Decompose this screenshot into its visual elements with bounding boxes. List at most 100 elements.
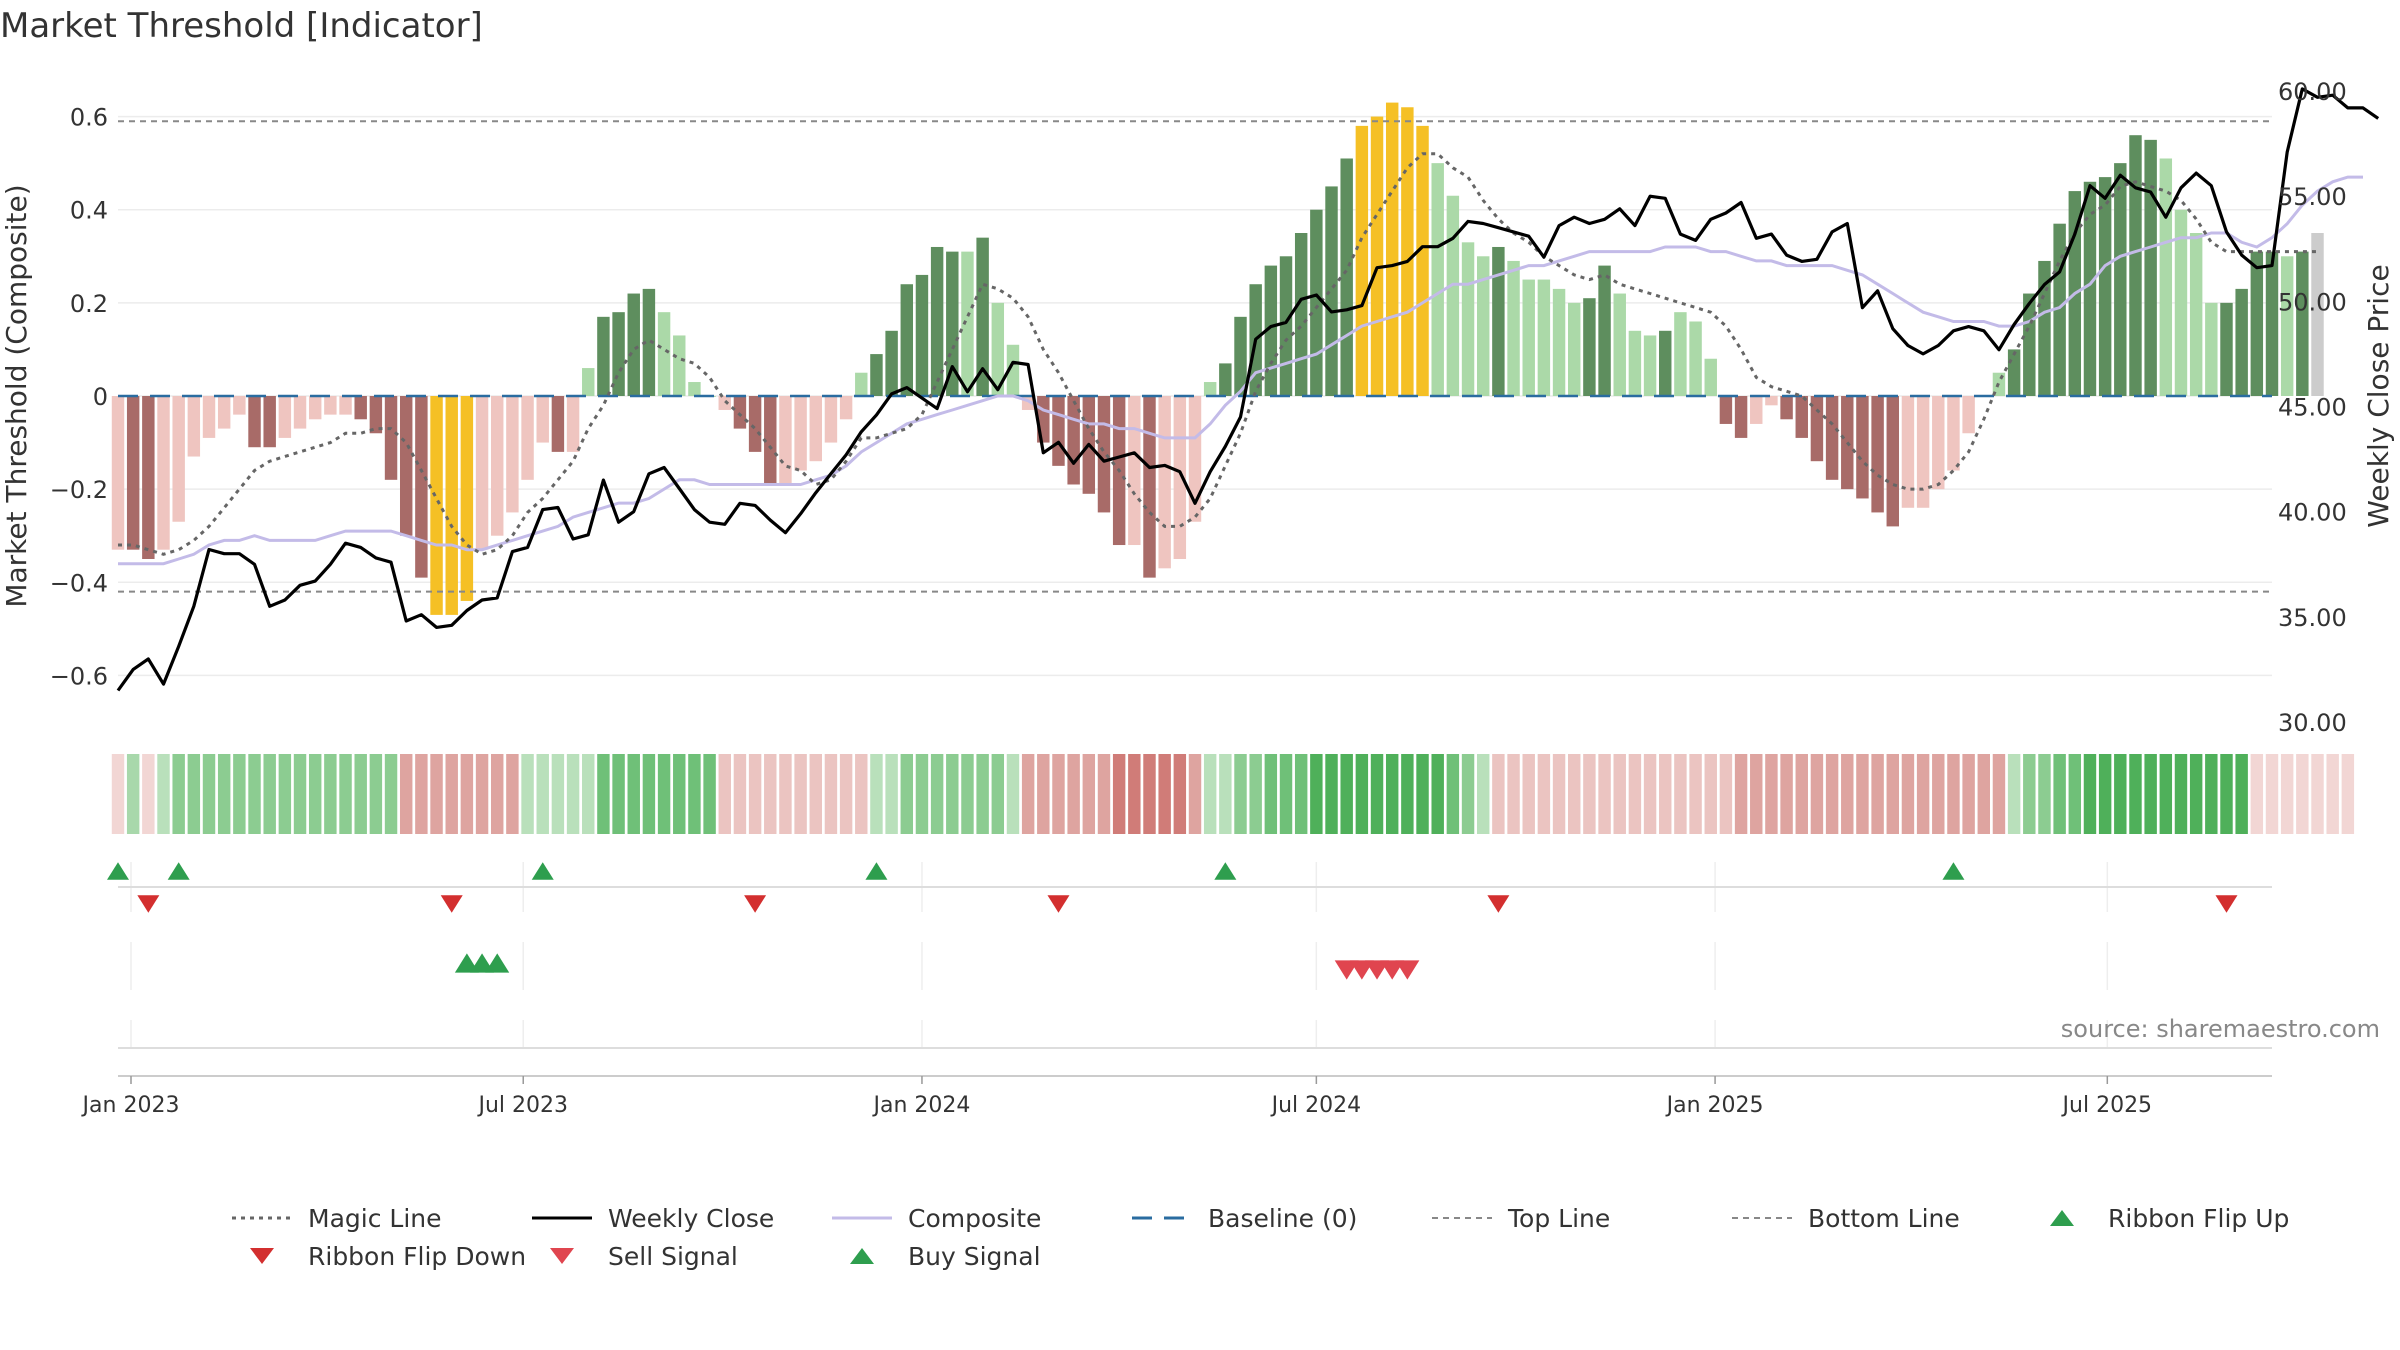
ribbon-cell [930, 754, 944, 834]
histogram-bar [1719, 396, 1733, 424]
legend-label: Ribbon Flip Down [308, 1241, 527, 1271]
histogram-bar [1219, 363, 1232, 396]
histogram-bar [1401, 107, 1414, 396]
ribbon-flip-down-marker [137, 895, 160, 913]
legend-item: Buy Signal [830, 1238, 1041, 1274]
histogram-bar [657, 312, 671, 396]
histogram-bar [1856, 396, 1869, 499]
histogram-bar [673, 335, 686, 396]
y-tick-label: −0.6 [50, 662, 108, 690]
ribbon-cell [779, 754, 792, 834]
histogram-bar [1006, 344, 1020, 396]
histogram-bar [1689, 321, 1702, 396]
ribbon-cell [764, 754, 777, 834]
composite-line [118, 175, 2363, 566]
ribbon-cell [248, 754, 261, 834]
legend-label: Top Line [1508, 1203, 1611, 1233]
ribbon-cell [885, 754, 898, 834]
histogram-bar [1568, 302, 1581, 396]
legend-swatch [232, 1216, 292, 1220]
histogram-bar [748, 396, 762, 452]
histogram-bar [900, 284, 914, 396]
ribbon-cell [202, 754, 216, 834]
histogram-bar [2159, 158, 2173, 396]
histogram-bar [2220, 302, 2233, 396]
ribbon-cell [915, 754, 929, 834]
histogram-bar [384, 396, 398, 480]
histogram-bar [1340, 158, 1353, 396]
ribbon-cell [2144, 754, 2157, 834]
ribbon-cell [506, 754, 519, 834]
histogram-bar [2144, 139, 2157, 396]
y-right-tick-label: 55.00 [2278, 183, 2347, 211]
y-right-tick-label: 45.00 [2278, 394, 2347, 422]
legend-swatch [250, 1248, 274, 1264]
ribbon-cell [384, 754, 398, 834]
ribbon-cell [1704, 754, 1717, 834]
ribbon-cell [2326, 754, 2339, 834]
y-tick-label: −0.2 [50, 476, 108, 504]
histogram-bar [1659, 330, 1672, 396]
source-note: source: sharemaestro.com [2060, 1015, 2380, 1043]
legend-item: Sell Signal [530, 1238, 738, 1274]
ribbon-cell [1750, 754, 1763, 834]
axes: −0.6 −0.4 −0.2 0 0.2 0.4 0.6 30.00 35.00 40.00 45.… [0, 78, 2395, 1118]
y-axis-label: Market Threshold (Composite) [0, 184, 33, 607]
histogram-bar [566, 396, 580, 452]
ribbon-cell [445, 754, 458, 834]
ribbon-cell [1825, 754, 1839, 834]
histogram-bar [1507, 260, 1520, 396]
histogram-bar [733, 396, 747, 429]
ribbon-cell [1659, 754, 1672, 834]
ribbon-cell [1932, 754, 1945, 834]
ribbon-cell [369, 754, 383, 834]
histogram-bar [870, 354, 883, 396]
legend-swatch [832, 1216, 892, 1220]
histogram-bar [111, 396, 125, 550]
histogram-bar [1355, 125, 1369, 396]
histogram-bar [1947, 396, 1960, 471]
histogram-bar [1734, 396, 1748, 438]
ribbon-cell [1082, 754, 1096, 834]
ribbon-cell [991, 754, 1005, 834]
histogram-bar [1750, 396, 1763, 424]
ribbon-cell [2007, 754, 2021, 834]
y-right-axis-label: Weekly Close Price [2362, 264, 2395, 527]
histogram-bar [1643, 335, 1657, 396]
legend-swatch [550, 1248, 574, 1264]
ribbon-cell [1719, 754, 1733, 834]
sell-signal-marker [1395, 960, 1420, 980]
histogram-bar [1765, 396, 1778, 406]
ribbon-cell [1780, 754, 1793, 834]
ribbon-cell [2038, 754, 2051, 834]
ribbon-cell [157, 754, 170, 834]
histogram-bar [794, 396, 807, 471]
histogram-bar [2083, 181, 2097, 396]
ribbon-cell [1203, 754, 1217, 834]
histogram-bar [2280, 256, 2294, 396]
ribbon-cell [839, 754, 853, 834]
histogram-bar [1128, 396, 1141, 546]
magic-line [118, 152, 2318, 556]
y-tick-label: 0.6 [70, 104, 108, 132]
ribbon-cell [1401, 754, 1414, 834]
ribbon-cell [582, 754, 595, 834]
histogram-bar [1552, 288, 1566, 396]
histogram-bar [293, 396, 307, 429]
ribbon-cell [551, 754, 565, 834]
histogram-bar [1385, 102, 1399, 396]
histogram-bar [2098, 177, 2112, 396]
legend-swatch [850, 1248, 874, 1264]
ribbon-cell [308, 754, 322, 834]
ribbon-cell [2311, 754, 2324, 834]
histogram-bar [779, 396, 792, 485]
ribbon-cell [233, 754, 246, 834]
ribbon-cell [2235, 754, 2248, 834]
x-tick-label: Jan 2023 [81, 1093, 180, 1118]
histogram-bar [2114, 163, 2127, 396]
sell-signal-marker [1365, 960, 1390, 980]
chart-title: Market Threshold [Indicator] [0, 6, 483, 46]
ribbon-cell [703, 754, 716, 834]
ribbon-cell [399, 754, 413, 834]
ribbon-cell [1294, 754, 1308, 834]
